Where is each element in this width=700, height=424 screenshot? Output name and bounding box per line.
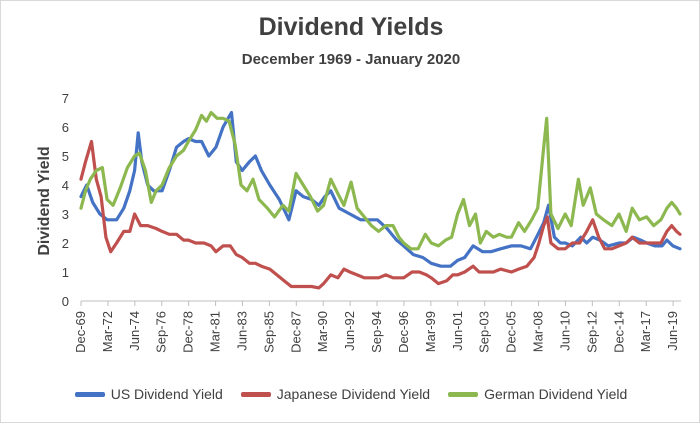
x-tick-label: Mar-08 — [531, 311, 546, 352]
x-tick-label: Sep-94 — [369, 311, 384, 353]
x-tick-label: Mar-90 — [315, 311, 330, 352]
x-tick-label: Dec-69 — [73, 311, 88, 353]
x-tick-label: Sep-85 — [261, 311, 276, 353]
x-tick-label: Dec-96 — [396, 311, 411, 353]
x-tick-label: Sep-12 — [584, 311, 599, 353]
x-tick-label: Mar-72 — [100, 311, 115, 352]
x-tick-label: Dec-78 — [181, 311, 196, 353]
y-tick-label: 0 — [62, 294, 69, 309]
legend-swatch-japan — [240, 391, 271, 397]
legend-swatch-germany — [448, 391, 479, 397]
legend-label-germany: German Dividend Yield — [484, 386, 628, 402]
y-tick-label: 4 — [62, 178, 69, 193]
legend-item-japan: Japanese Dividend Yield — [240, 386, 431, 402]
x-tick-label: Sep-03 — [477, 311, 492, 353]
x-tick-label: Dec-05 — [504, 311, 519, 353]
y-tick-label: 1 — [62, 265, 69, 280]
legend-item-germany: German Dividend Yield — [448, 386, 627, 402]
chart-subtitle: December 1969 - January 2020 — [241, 51, 461, 68]
legend-item-us: US Dividend Yield — [74, 386, 223, 402]
x-tick-label: Jun-83 — [234, 311, 249, 351]
german-dividend-yield-line — [79, 110, 682, 251]
y-tick-label: 5 — [62, 149, 69, 164]
legend-label-us: US Dividend Yield — [110, 386, 223, 402]
x-tick-label: Mar-81 — [208, 311, 223, 352]
x-tick-label: Jun-01 — [450, 311, 465, 351]
y-tick-label: 7 — [62, 91, 69, 106]
x-tick-label: Jun-10 — [557, 311, 572, 351]
x-tick-label: Mar-99 — [423, 311, 438, 352]
x-tick-label: Jun-74 — [127, 311, 142, 351]
japanese-dividend-yield-line — [79, 139, 682, 290]
chart-title: Dividend Yields — [258, 13, 444, 41]
y-axis-label: Dividend Yield — [36, 146, 53, 255]
x-tick-label: Sep-76 — [154, 311, 169, 353]
x-tick-label: Dec-14 — [611, 311, 626, 353]
legend-label-japan: Japanese Dividend Yield — [276, 386, 431, 402]
x-tick-label: Jun-92 — [342, 311, 357, 351]
x-tick-label: Mar-17 — [638, 311, 653, 352]
x-tick-label: Jun-19 — [665, 311, 680, 351]
legend-swatch-us — [74, 391, 105, 397]
y-tick-label: 2 — [62, 236, 69, 251]
y-tick-label: 3 — [62, 207, 69, 222]
x-tick-label: Dec-87 — [288, 311, 303, 353]
legend: US Dividend Yield Japanese Dividend Yiel… — [1, 386, 700, 402]
y-tick-label: 6 — [62, 120, 69, 135]
